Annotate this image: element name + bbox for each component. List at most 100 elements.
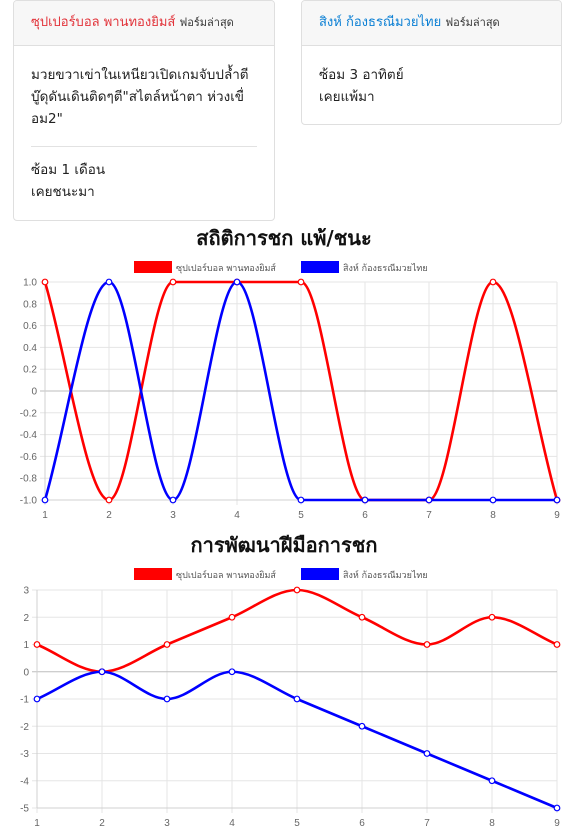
fighter-card-body: ซ้อม 3 อาทิตย์ เคยแพ้มา (302, 46, 561, 108)
data-point (41, 496, 49, 504)
data-point (297, 496, 305, 504)
x-tick-label: 2 (106, 510, 112, 521)
data-point (105, 496, 113, 504)
fighter-name-link[interactable]: สิงห์ ก้องธรณีมวยไทย (319, 15, 442, 30)
y-tick-label: -4 (20, 776, 29, 787)
chart-title-win-loss: สถิติการชก แพ้/ชนะ (196, 226, 372, 250)
data-point (169, 278, 177, 286)
y-tick-label: -2 (20, 722, 29, 733)
x-tick-label: 3 (164, 818, 170, 829)
x-tick-label: 5 (294, 818, 300, 829)
fighter-card-header: ซุปเปอร์บอล พานทองยิมส์ ฟอร์มล่าสุด (14, 1, 274, 46)
fighter-card-blue: สิงห์ ก้องธรณีมวยไทย ฟอร์มล่าสุด ซ้อม 3 … (301, 0, 562, 125)
data-point (228, 613, 236, 621)
x-tick-label: 6 (362, 510, 368, 521)
x-tick-label: 2 (99, 818, 105, 829)
chart-legend: ซุปเปอร์บอล พานทองยิมส์ สิงห์ ก้องธรณีมวย… (134, 568, 428, 581)
x-tick-label: 9 (554, 818, 560, 829)
y-tick-label: 1 (23, 640, 29, 651)
data-point (233, 278, 241, 286)
y-tick-label: -0.2 (20, 408, 38, 419)
chart-title-skill-development: การพัฒนาฝีมือการชก (190, 533, 378, 557)
x-tick-label: 9 (554, 510, 560, 521)
y-tick-label: 0.8 (23, 299, 37, 310)
data-point (33, 695, 41, 703)
recent-form-label: ฟอร์มล่าสุด (179, 16, 234, 29)
legend-swatch (301, 568, 339, 580)
chart-legend: ซุปเปอร์บอล พานทองยิมส์ สิงห์ ก้องธรณีมวย… (134, 261, 428, 274)
data-point (293, 586, 301, 594)
data-point (358, 722, 366, 730)
training-duration: ซ้อม 1 เดือน (31, 162, 106, 178)
y-tick-label: -1.0 (20, 496, 38, 507)
x-tick-label: 4 (234, 510, 240, 521)
data-point (423, 750, 431, 757)
y-tick-label: -0.8 (20, 474, 38, 485)
x-tick-label: 7 (424, 818, 430, 829)
fighter-card-header: สิงห์ ก้องธรณีมวยไทย ฟอร์มล่าสุด (302, 1, 561, 46)
data-point (228, 668, 236, 676)
fight-history: เคยแพ้มา (319, 89, 375, 105)
fighter-card-body: มวยขวาเข่าในเหนียวเปิดเกมจับปล้ำตีบู๊ดุด… (14, 46, 274, 203)
y-tick-label: 0 (23, 667, 29, 678)
data-point (105, 278, 113, 286)
data-point (425, 496, 433, 504)
x-tick-label: 8 (490, 510, 496, 521)
y-tick-label: 1.0 (23, 278, 37, 289)
y-tick-label: 0.6 (23, 321, 37, 332)
y-tick-label: -5 (20, 804, 29, 815)
recent-form-label: ฟอร์มล่าสุด (445, 16, 500, 29)
y-tick-label: 0.2 (23, 365, 37, 376)
x-tick-label: 7 (426, 510, 432, 521)
data-point (553, 804, 561, 812)
data-point (553, 641, 561, 648)
legend-label: ซุปเปอร์บอล พานทองยิมส์ (176, 569, 276, 581)
y-tick-label: 0 (31, 387, 37, 398)
data-point (423, 641, 431, 648)
y-tick-label: -0.4 (20, 430, 38, 441)
x-tick-label: 4 (229, 818, 235, 829)
fighter-style-description: มวยขวาเข่าในเหนียวเปิดเกมจับปล้ำตีบู๊ดุด… (31, 67, 249, 127)
legend-label: สิงห์ ก้องธรณีมวยไทย (343, 569, 428, 581)
y-tick-label: 3 (23, 586, 29, 597)
data-point (361, 496, 369, 504)
data-point (488, 613, 496, 621)
x-tick-label: 6 (359, 818, 365, 829)
x-tick-label: 3 (170, 510, 176, 521)
data-point (489, 278, 497, 286)
x-tick-label: 1 (42, 510, 48, 521)
card-divider (31, 146, 257, 147)
data-point (358, 613, 366, 621)
x-tick-label: 5 (298, 510, 304, 521)
data-point (489, 496, 497, 504)
data-point (41, 278, 49, 286)
y-tick-label: -1 (20, 695, 29, 706)
legend-swatch (134, 568, 172, 580)
data-point (98, 668, 106, 676)
data-point (297, 278, 305, 286)
data-point (553, 496, 561, 504)
series-line (43, 280, 559, 502)
legend-label: ซุปเปอร์บอล พานทองยิมส์ (176, 262, 276, 274)
fighter-name-link[interactable]: ซุปเปอร์บอล พานทองยิมส์ (31, 15, 176, 30)
training-duration: ซ้อม 3 อาทิตย์ (319, 67, 404, 83)
win-loss-chart: ซุปเปอร์บอล พานทองยิมส์ สิงห์ ก้องธรณีมวย… (20, 261, 561, 521)
x-tick-label: 1 (34, 818, 40, 829)
legend-label: สิงห์ ก้องธรณีมวยไทย (343, 262, 428, 274)
legend-swatch (134, 261, 172, 273)
x-tick-label: 8 (489, 818, 495, 829)
data-point (33, 641, 41, 648)
data-point (163, 695, 171, 703)
y-tick-label: 2 (23, 613, 29, 624)
data-point (293, 695, 301, 703)
fight-history: เคยชนะมา (31, 184, 95, 200)
data-point (163, 641, 171, 648)
skill-development-chart: ซุปเปอร์บอล พานทองยิมส์ สิงห์ ก้องธรณีมวย… (20, 568, 561, 829)
y-tick-label: -3 (20, 749, 29, 760)
y-tick-label: 0.4 (23, 343, 37, 354)
data-point (169, 496, 177, 504)
data-point (488, 777, 496, 785)
legend-swatch (301, 261, 339, 273)
y-tick-label: -0.6 (20, 452, 38, 463)
fighter-card-red: ซุปเปอร์บอล พานทองยิมส์ ฟอร์มล่าสุด มวยข… (13, 0, 275, 221)
